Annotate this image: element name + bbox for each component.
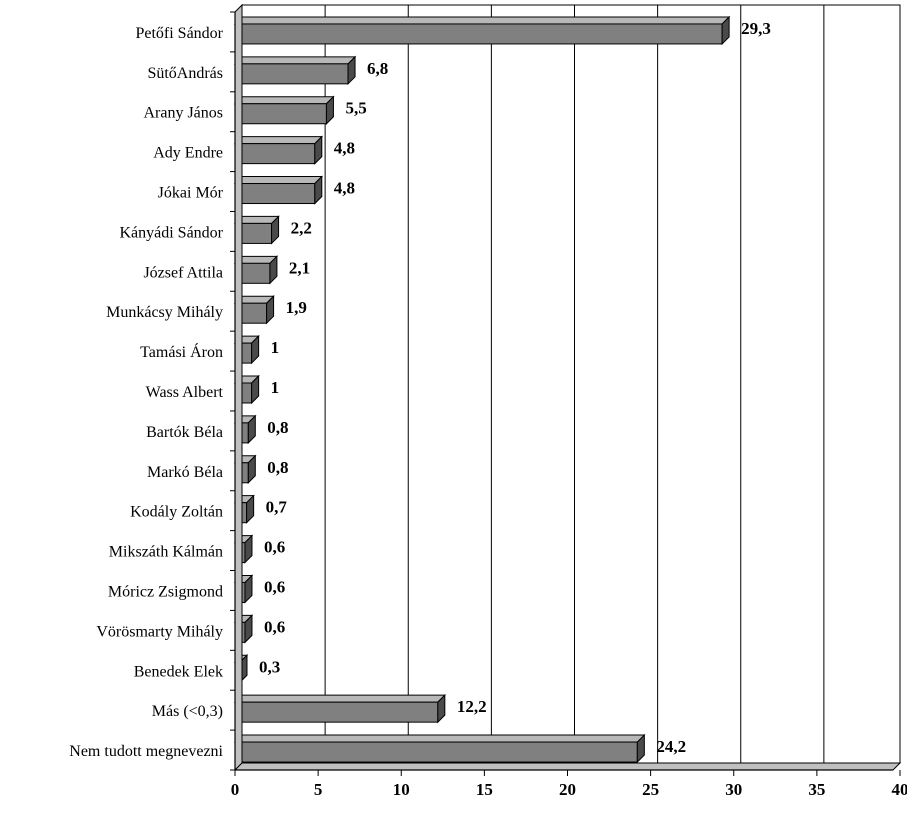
value-label: 1 (271, 378, 280, 397)
category-label: Markó Béla (147, 464, 223, 481)
category-label: József Attila (143, 264, 223, 281)
category-label: Más (<0,3) (152, 703, 223, 720)
bar-front-face (234, 23, 723, 45)
x-tick-label-40: 40 (892, 780, 907, 799)
value-label: 0,6 (264, 577, 285, 596)
bar-side-face (247, 414, 256, 445)
bar-side-face (271, 215, 280, 245)
bar-side-face (244, 574, 253, 604)
category-label: Petőfi Sándor (135, 25, 223, 42)
bar-4 (233, 135, 324, 165)
category-labels: Petőfi Sándor SütőAndrás Arany János Ady En… (69, 25, 223, 760)
category-label: Jókai Mór (158, 185, 224, 202)
axes (230, 3, 902, 776)
bar-top-face (233, 176, 324, 185)
bar-side-face (721, 15, 730, 46)
gridlines (241, 4, 901, 764)
left-wall (234, 3, 243, 772)
bar-front-face (234, 103, 327, 125)
bar-top-face (233, 56, 357, 65)
x-tick-label-30: 30 (725, 780, 742, 799)
category-label: Munkácsy Mihály (106, 304, 223, 321)
category-label: Bartók Béla (146, 424, 223, 441)
value-label: 29,3 (741, 19, 771, 38)
value-label: 2,2 (291, 218, 312, 237)
category-label: Mikszáth Kálmán (109, 544, 223, 561)
category-label: Benedek Elek (134, 663, 223, 680)
x-tick-label-20: 20 (559, 780, 576, 799)
x-tick-label-5: 5 (314, 780, 323, 799)
category-label: Arany János (143, 105, 223, 122)
category-label: Kányádi Sándor (119, 224, 223, 241)
bar-side-face (246, 494, 255, 524)
value-label: 0,7 (266, 498, 288, 517)
value-label: 0,8 (267, 458, 288, 477)
category-label: Kodály Zoltán (130, 504, 223, 521)
bar-19 (233, 733, 646, 764)
bar-side-face (347, 55, 356, 86)
bar-front-face (234, 63, 349, 85)
bar-front-face (234, 741, 638, 763)
bar-side-face (244, 534, 253, 564)
category-label: Wass Albert (146, 384, 224, 401)
category-label: Móricz Zsigmond (108, 583, 223, 600)
bar-side-face (437, 693, 446, 724)
value-label: 4,8 (334, 179, 355, 198)
bar-7 (233, 255, 279, 285)
category-label: Nem tudott megnevezni (69, 743, 223, 760)
category-label: Ady Endre (153, 145, 223, 162)
plot-area-frame (241, 4, 901, 764)
bar-side-face (636, 733, 645, 764)
bar-front-face (234, 143, 316, 165)
x-axis-ticks: 0 5 10 15 20 25 30 35 40 (231, 780, 907, 799)
value-label: 0,8 (267, 418, 288, 437)
bar-18 (233, 693, 447, 724)
value-label: 0,6 (264, 617, 285, 636)
value-label: 12,2 (457, 697, 487, 716)
bar-front-face (234, 701, 439, 723)
value-label: 24,2 (656, 737, 686, 756)
bar-5 (233, 175, 324, 205)
bar-1 (233, 15, 731, 46)
value-label: 0,6 (264, 538, 285, 557)
value-label: 2,1 (289, 258, 310, 277)
category-label: Vörösmarty Mihály (96, 623, 223, 640)
bar-top-face (233, 16, 731, 25)
bar-2 (233, 55, 357, 86)
bar-top-face (233, 96, 335, 105)
value-label: 1 (271, 338, 280, 357)
value-label: 6,8 (367, 59, 388, 78)
value-label: 5,5 (345, 99, 366, 118)
bar-side-face (314, 135, 323, 165)
value-label: 0,3 (259, 657, 280, 676)
x-tick-label-25: 25 (642, 780, 659, 799)
bar-3 (233, 95, 335, 125)
value-label: 4,8 (334, 139, 355, 158)
x-tick-label-0: 0 (231, 780, 240, 799)
x-tick-label-35: 35 (808, 780, 825, 799)
value-labels: 29,3 6,8 5,5 4,8 4,8 2,2 2,1 1,9 1 1 0,8 0,8 0,7 0,6 0… (259, 19, 771, 756)
category-label: Tamási Áron (140, 342, 223, 361)
bar-side-face (325, 95, 334, 125)
bar-top-face (233, 136, 324, 145)
bar-side-face (266, 295, 275, 325)
bars (233, 15, 731, 764)
bar-8 (233, 295, 275, 325)
value-label: 1,9 (286, 298, 307, 317)
bar-top-face (233, 694, 447, 703)
bar-top-face (233, 734, 646, 743)
bar-side-face (269, 255, 278, 285)
bar-side-face (244, 614, 253, 644)
bar-side-face (247, 454, 256, 484)
x-tick-label-15: 15 (476, 780, 493, 799)
x-tick-label-10: 10 (393, 780, 410, 799)
bar-side-face (314, 175, 323, 205)
bar-side-face (251, 334, 260, 365)
bar-side-face (251, 374, 260, 405)
floor (233, 762, 902, 771)
category-label: SütőAndrás (147, 65, 223, 82)
bar-front-face (234, 183, 316, 205)
